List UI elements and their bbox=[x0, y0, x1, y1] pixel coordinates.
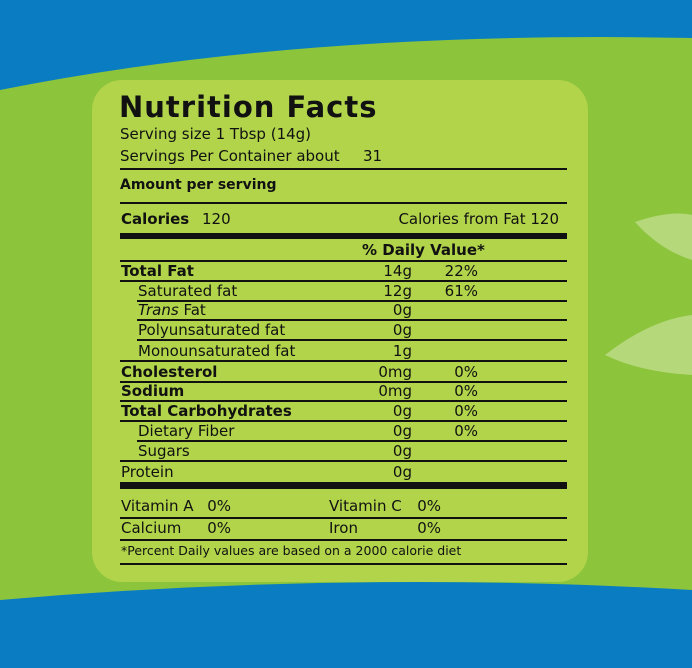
nutrient-label-text: Total Carbohydrates bbox=[121, 402, 292, 420]
rule bbox=[137, 319, 567, 321]
amount-per-serving: Amount per serving bbox=[120, 177, 277, 193]
servings-label: Servings Per Container about bbox=[120, 147, 340, 165]
nutrient-label: Trans Fat bbox=[138, 301, 206, 319]
nutrient-label-text: Monounsaturated fat bbox=[138, 342, 296, 360]
nutrient-dv: 0% bbox=[454, 382, 478, 400]
vitamin-name: Vitamin A bbox=[121, 497, 194, 515]
nutrient-label-text: Saturated fat bbox=[138, 282, 238, 300]
nutrient-label: Polyunsaturated fat bbox=[138, 321, 285, 339]
vitamin-dv: 0% bbox=[417, 497, 441, 515]
nutrient-label-text: Protein bbox=[121, 463, 174, 481]
nutrient-label: Sugars bbox=[138, 442, 190, 460]
rule bbox=[120, 360, 567, 362]
nutrient-label: Cholesterol bbox=[121, 363, 217, 381]
nutrient-label-text: Dietary Fiber bbox=[138, 422, 235, 440]
nutrient-dv: 61% bbox=[444, 282, 478, 300]
nutrient-label-text: Total Fat bbox=[121, 262, 194, 280]
rule bbox=[120, 400, 567, 402]
nutrient-label: Dietary Fiber bbox=[138, 422, 234, 440]
nutrient-dv: 22% bbox=[444, 262, 478, 280]
rule bbox=[137, 440, 567, 442]
rule bbox=[120, 202, 567, 204]
nutrient-amount: 14g bbox=[383, 262, 412, 280]
nutrient-label-text: Sugars bbox=[138, 442, 190, 460]
nutrient-amount: 0g bbox=[392, 301, 412, 319]
vitamin-dv: 0% bbox=[417, 519, 441, 537]
vitamin-name: Calcium bbox=[121, 519, 182, 537]
vitamin-name: Iron bbox=[329, 519, 358, 537]
thick-rule bbox=[120, 482, 567, 489]
nutrient-amount: 0g bbox=[392, 402, 412, 420]
vitamin-name: Vitamin C bbox=[329, 497, 402, 515]
thick-rule bbox=[120, 233, 567, 239]
nutrient-label-em: Trans bbox=[138, 301, 179, 319]
nutrient-label-text: Polyunsaturated fat bbox=[138, 321, 286, 339]
rule bbox=[120, 539, 567, 541]
leaf bbox=[635, 213, 692, 260]
nutrient-label: Monounsaturated fat bbox=[138, 342, 295, 360]
daily-value-header: % Daily Value* bbox=[362, 241, 485, 259]
vitamin-dv: 0% bbox=[207, 519, 231, 537]
nutrient-label-text: Cholesterol bbox=[121, 363, 218, 381]
rule bbox=[120, 280, 567, 282]
label-panel bbox=[92, 80, 588, 582]
nutrient-amount: 0mg bbox=[378, 363, 412, 381]
nutrient-label: Protein bbox=[121, 463, 174, 481]
rule bbox=[120, 420, 567, 422]
nutrient-label: Total Carbohydrates bbox=[121, 402, 292, 420]
servings: 31 bbox=[363, 147, 383, 165]
rule bbox=[120, 168, 567, 170]
nutrient-label: Total Fat bbox=[121, 262, 194, 280]
vitamin-dv: 0% bbox=[207, 497, 231, 515]
calories-label: Calories bbox=[121, 210, 190, 228]
nutrient-amount: 0mg bbox=[378, 382, 412, 400]
calories-from-fat: Calories from Fat 120 bbox=[398, 210, 559, 228]
nutrient-amount: 0g bbox=[392, 422, 412, 440]
rule bbox=[120, 460, 567, 462]
title: Nutrition Facts bbox=[119, 90, 378, 124]
rule bbox=[120, 260, 567, 262]
leaf bbox=[605, 315, 692, 375]
nutrient-label-text: Fat bbox=[183, 301, 206, 319]
nutrient-label: Saturated fat bbox=[138, 282, 237, 300]
rule bbox=[120, 563, 567, 565]
nutrient-amount: 12g bbox=[383, 282, 412, 300]
serving-size: Serving size 1 Tbsp (14g) bbox=[120, 125, 312, 143]
rule bbox=[120, 517, 567, 519]
rule bbox=[137, 300, 567, 302]
nutrient-amount: 0g bbox=[392, 321, 412, 339]
footnote: *Percent Daily values are based on a 200… bbox=[121, 543, 462, 558]
nutrient-amount: 0g bbox=[392, 442, 412, 460]
nutrient-label: Sodium bbox=[121, 382, 184, 400]
rule bbox=[137, 339, 567, 341]
nutrient-dv: 0% bbox=[454, 422, 478, 440]
nutrient-label-text: Sodium bbox=[121, 382, 185, 400]
nutrient-dv: 0% bbox=[454, 402, 478, 420]
nutrient-amount: 1g bbox=[392, 342, 412, 360]
rule bbox=[120, 381, 567, 383]
nutrient-amount: 0g bbox=[392, 463, 412, 481]
calories: 120 bbox=[202, 210, 231, 228]
nutrient-dv: 0% bbox=[454, 363, 478, 381]
